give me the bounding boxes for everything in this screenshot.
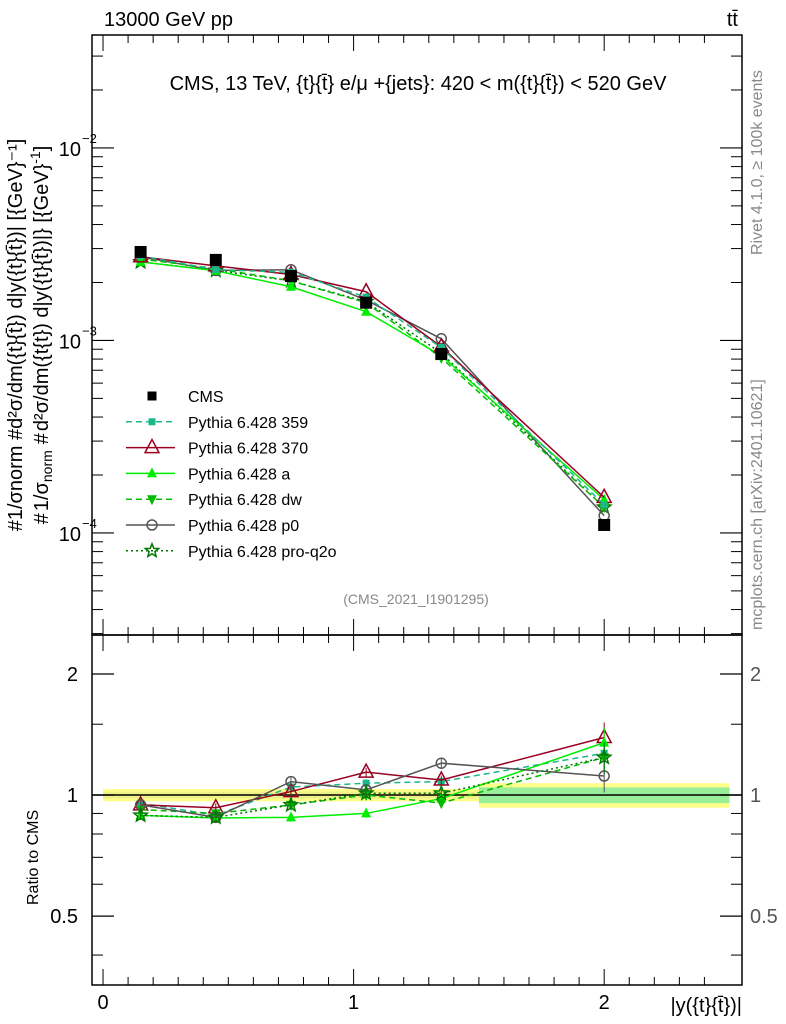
plot-title: CMS, 13 TeV, {t}{t̄} e/μ +{jets}: 420 < … [170, 73, 668, 95]
legend-label-pythia-6-428-p0: Pythia 6.428 p0 [188, 518, 299, 535]
xtick-label: 1 [348, 992, 359, 1014]
ratio-point [435, 757, 448, 769]
xtick-label: 2 [599, 992, 610, 1014]
main-ytick-label: 10 [59, 331, 81, 353]
data-point [598, 518, 611, 531]
main-ytick-exponent: −2 [82, 131, 97, 146]
main-ytick-label: 10 [59, 139, 81, 161]
legend-label-pythia-6-428-dw: Pythia 6.428 dw [188, 492, 302, 509]
ratio-line [140, 762, 605, 819]
ylabel-frac1-den: σ [31, 481, 53, 494]
ratio-point [432, 784, 451, 801]
ratio-point [357, 762, 375, 778]
ylabel-hash2: # [31, 432, 53, 444]
ratio-panel: 2 2 1 1 0.5 0.5 0 1 2 [50, 634, 778, 1014]
ratio-point [362, 779, 370, 787]
legend-marker-cms [147, 391, 157, 401]
data-point [437, 344, 445, 352]
series-line-pythia-6-428-359 [140, 255, 605, 506]
data-point [284, 270, 297, 283]
ratio-point [285, 775, 297, 788]
legend-label-pythia-6-428-pro-q2o: Pythia 6.428 pro-q2o [188, 544, 337, 561]
ylabel-full: #1/σnorm #d²σ/dm({t}{t̄}) d|y({t}{t̄})| … [5, 139, 27, 532]
rivet-label: Rivet 4.1.0, ≥ 100k events [749, 70, 766, 255]
ratio-line [140, 736, 605, 809]
ratio-point [131, 806, 150, 823]
data-point [134, 245, 147, 258]
ratio-point [285, 811, 296, 822]
legend-marker-pythia-6-428-p0 [146, 519, 158, 531]
ratio-point [599, 736, 610, 747]
ylabel-slash2: / [31, 395, 53, 401]
ylabel-exp: -1 [27, 151, 43, 164]
ylabel-frac1-num: 1 [31, 500, 53, 511]
ratio-point [207, 808, 225, 825]
series-line-pythia-6-428-370 [140, 256, 605, 498]
legend-marker-pythia-6-428-370 [143, 438, 161, 454]
ylabel-den-sub: norm [39, 450, 55, 482]
legend-label-pythia-6-428-359: Pythia 6.428 359 [188, 415, 308, 432]
legend-label-pythia-6-428-370: Pythia 6.428 370 [188, 441, 308, 458]
data-point [135, 255, 146, 266]
ratio-point [436, 799, 447, 810]
data-point [435, 348, 448, 361]
data-point [435, 333, 448, 345]
main-ytick-exponent: −3 [82, 323, 97, 338]
ylabel-rest: {t}) d|y({t}{t̄})|} [{GeV} [31, 163, 53, 348]
ratio-line [140, 741, 605, 819]
ylabel-frac2-num: d²σ [31, 400, 53, 431]
legend-label-cms: CMS [188, 389, 224, 406]
main-ytick-label: 10 [59, 524, 81, 546]
ratio-ytick-label: 2 [67, 664, 78, 686]
data-point [360, 296, 373, 309]
legend-marker-pythia-6-428-pro-q2o [143, 541, 161, 559]
ratio-line [140, 756, 605, 819]
ratio-point [357, 784, 375, 801]
mcplots-label: mcplots.cern.ch [arXiv:2401.10621] [749, 379, 766, 630]
ylabel-close: ] [31, 146, 53, 152]
legend-marker-pythia-6-428-dw [147, 495, 157, 506]
data-point [599, 493, 610, 504]
ratio-point [282, 795, 300, 813]
data-point [212, 266, 220, 274]
data-point [600, 501, 608, 509]
legend-marker-pythia-6-428-359 [148, 418, 156, 426]
data-point [285, 280, 296, 291]
ylabel-formatted: #1/σnorm#d²σ/dm({t{t}) d|y({t}{t̄})|} [{… [27, 146, 55, 525]
y-axis-label: #1/σnorm #d²σ/dm({t}{t̄}) d|y({t}{t̄})| … [5, 139, 55, 532]
header-left: 13000 GeV pp [104, 9, 233, 31]
x-axis-label: |y({t}{t̄})| [670, 995, 742, 1017]
data-point [361, 305, 372, 316]
analysis-annotation: (CMS_2021_I1901295) [343, 591, 489, 607]
header-right: tt̄ [727, 9, 739, 31]
ratio-ytick-label: 0.5 [50, 906, 78, 928]
ratio-point [361, 807, 372, 818]
ratio-ytick-label-right: 1 [750, 785, 761, 807]
ratio-frame [91, 634, 743, 986]
series-line-pythia-6-428-a [140, 261, 605, 501]
ratio-ytick-label: 1 [67, 785, 78, 807]
ratio-line [140, 756, 605, 815]
ratio-ytick-label-right: 0.5 [750, 906, 778, 928]
ratio-ytick-label-right: 2 [750, 664, 761, 686]
data-point [209, 253, 222, 266]
ylabel-frac2-den: dm({t [31, 348, 53, 395]
xtick-label: 0 [97, 992, 108, 1014]
legend-marker-pythia-6-428-a [147, 467, 157, 478]
ratio-point [595, 748, 613, 765]
main-ytick-exponent: −4 [82, 516, 97, 531]
legend-label-pythia-6-428-a: Pythia 6.428 a [188, 466, 290, 483]
ylabel-hash: # [31, 512, 53, 524]
ylabel-slash: / [31, 494, 53, 500]
ratio-y-label: Ratio to CMS [25, 810, 42, 905]
